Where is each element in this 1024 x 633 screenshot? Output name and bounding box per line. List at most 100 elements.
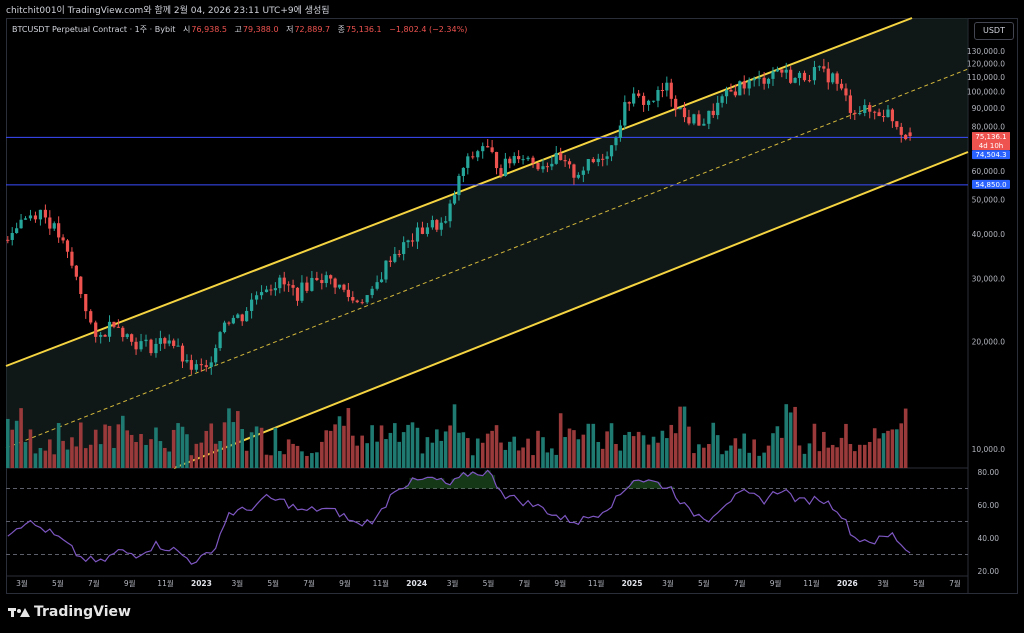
volume-bar — [324, 430, 329, 468]
volume-bar — [415, 427, 420, 468]
legend-high-label: 고 — [234, 25, 242, 34]
tradingview-logo[interactable]: TradingView — [8, 604, 131, 620]
volume-bar — [775, 426, 780, 468]
candle-body — [632, 93, 636, 104]
candle-body — [420, 227, 425, 234]
volume-bar — [766, 445, 771, 468]
candle-body — [379, 279, 384, 283]
candle-body — [780, 69, 784, 73]
candle-body — [103, 335, 107, 337]
volume-bar — [724, 450, 729, 468]
volume-bar — [286, 439, 291, 468]
candle-body — [107, 321, 112, 337]
candle-body — [65, 240, 70, 252]
candle-body — [682, 107, 687, 118]
candle-body — [826, 68, 830, 83]
candle-body — [57, 223, 61, 238]
volume-bar — [120, 415, 125, 468]
volume-bar — [185, 434, 189, 468]
candle-body — [194, 364, 198, 370]
candle-body — [586, 159, 590, 171]
candle-body — [204, 365, 208, 367]
volume-bar — [531, 455, 535, 468]
volume-bar — [822, 431, 826, 468]
candle-body — [315, 277, 319, 281]
legend-low-label: 저 — [286, 25, 294, 34]
volume-bar — [70, 437, 74, 468]
candle-body — [738, 81, 742, 96]
candle-body — [904, 134, 908, 140]
candle-body — [84, 293, 88, 312]
volume-bar — [401, 432, 406, 468]
candle-body — [176, 345, 180, 347]
volume-bar — [581, 434, 586, 468]
volume-bar — [550, 448, 554, 468]
volume-bar — [807, 443, 812, 468]
volume-bar — [360, 435, 364, 468]
volume-bar — [872, 428, 877, 468]
legend-open: 76,938.5 — [191, 25, 227, 34]
candle-body — [802, 72, 807, 81]
candle-body — [402, 242, 406, 255]
volume-bar — [660, 430, 665, 468]
candle-body — [724, 90, 729, 97]
volume-bar — [687, 426, 691, 468]
time-tick-label: 5월 — [698, 578, 710, 588]
candle-body — [48, 217, 52, 229]
candle-body — [517, 156, 521, 160]
candle-body — [89, 311, 93, 323]
rsi-line — [7, 469, 911, 565]
candle-body — [134, 341, 138, 350]
candle-body — [536, 163, 540, 170]
volume-bar — [249, 432, 254, 468]
volume-bar — [379, 425, 384, 468]
volume-bar — [259, 427, 264, 468]
candle-body — [121, 327, 125, 338]
volume-bar — [397, 441, 402, 468]
level-1-price-tag: 74,504.3 — [975, 151, 1006, 159]
volume-bar — [180, 426, 185, 468]
candle-body — [899, 126, 903, 135]
caption-text: chitchit001이 TradingView.com와 함께 2월 04, … — [6, 6, 330, 16]
candle-body — [908, 132, 912, 137]
volume-bar — [563, 437, 567, 468]
volume-bar — [240, 429, 245, 468]
volume-bar — [98, 444, 103, 468]
volume-bar — [204, 430, 209, 468]
legend-change: −1,802.4 (−2.34%) — [389, 25, 468, 34]
candle-body — [601, 158, 605, 160]
volume-bar — [857, 444, 862, 468]
volume-bar — [448, 425, 452, 468]
candle-body — [38, 209, 43, 220]
volume-bar — [485, 433, 490, 468]
candle-body — [775, 69, 779, 72]
price-tick-label: 80,000.0 — [972, 122, 1006, 131]
candle-body — [550, 163, 554, 167]
volume-bar — [125, 430, 130, 468]
candle-body — [490, 147, 494, 152]
level-1-price-tag-bg — [972, 150, 1010, 160]
volume-bar — [139, 434, 143, 468]
candle-body — [596, 158, 600, 163]
currency-button[interactable]: USDT — [974, 22, 1014, 40]
volume-bar — [6, 418, 10, 468]
volume-bar — [144, 444, 148, 468]
candle-body — [15, 228, 19, 234]
volume-bar — [167, 451, 172, 468]
volume-bar — [636, 431, 641, 468]
volume-bar — [435, 429, 439, 468]
volume-bar — [443, 431, 448, 468]
volume-bar — [762, 452, 766, 468]
volume-bar — [600, 448, 605, 468]
time-tick-label: 2024 — [406, 579, 427, 588]
volume-bar — [52, 454, 57, 468]
price-tick-label: 20,000.0 — [972, 337, 1006, 346]
time-tick-label: 7월 — [303, 578, 315, 588]
volume-bar — [393, 423, 397, 468]
volume-bar — [512, 436, 517, 468]
time-tick-label: 9월 — [124, 578, 136, 588]
candle-body — [890, 109, 894, 122]
volume-bar — [116, 424, 121, 468]
volume-bar — [788, 412, 793, 468]
